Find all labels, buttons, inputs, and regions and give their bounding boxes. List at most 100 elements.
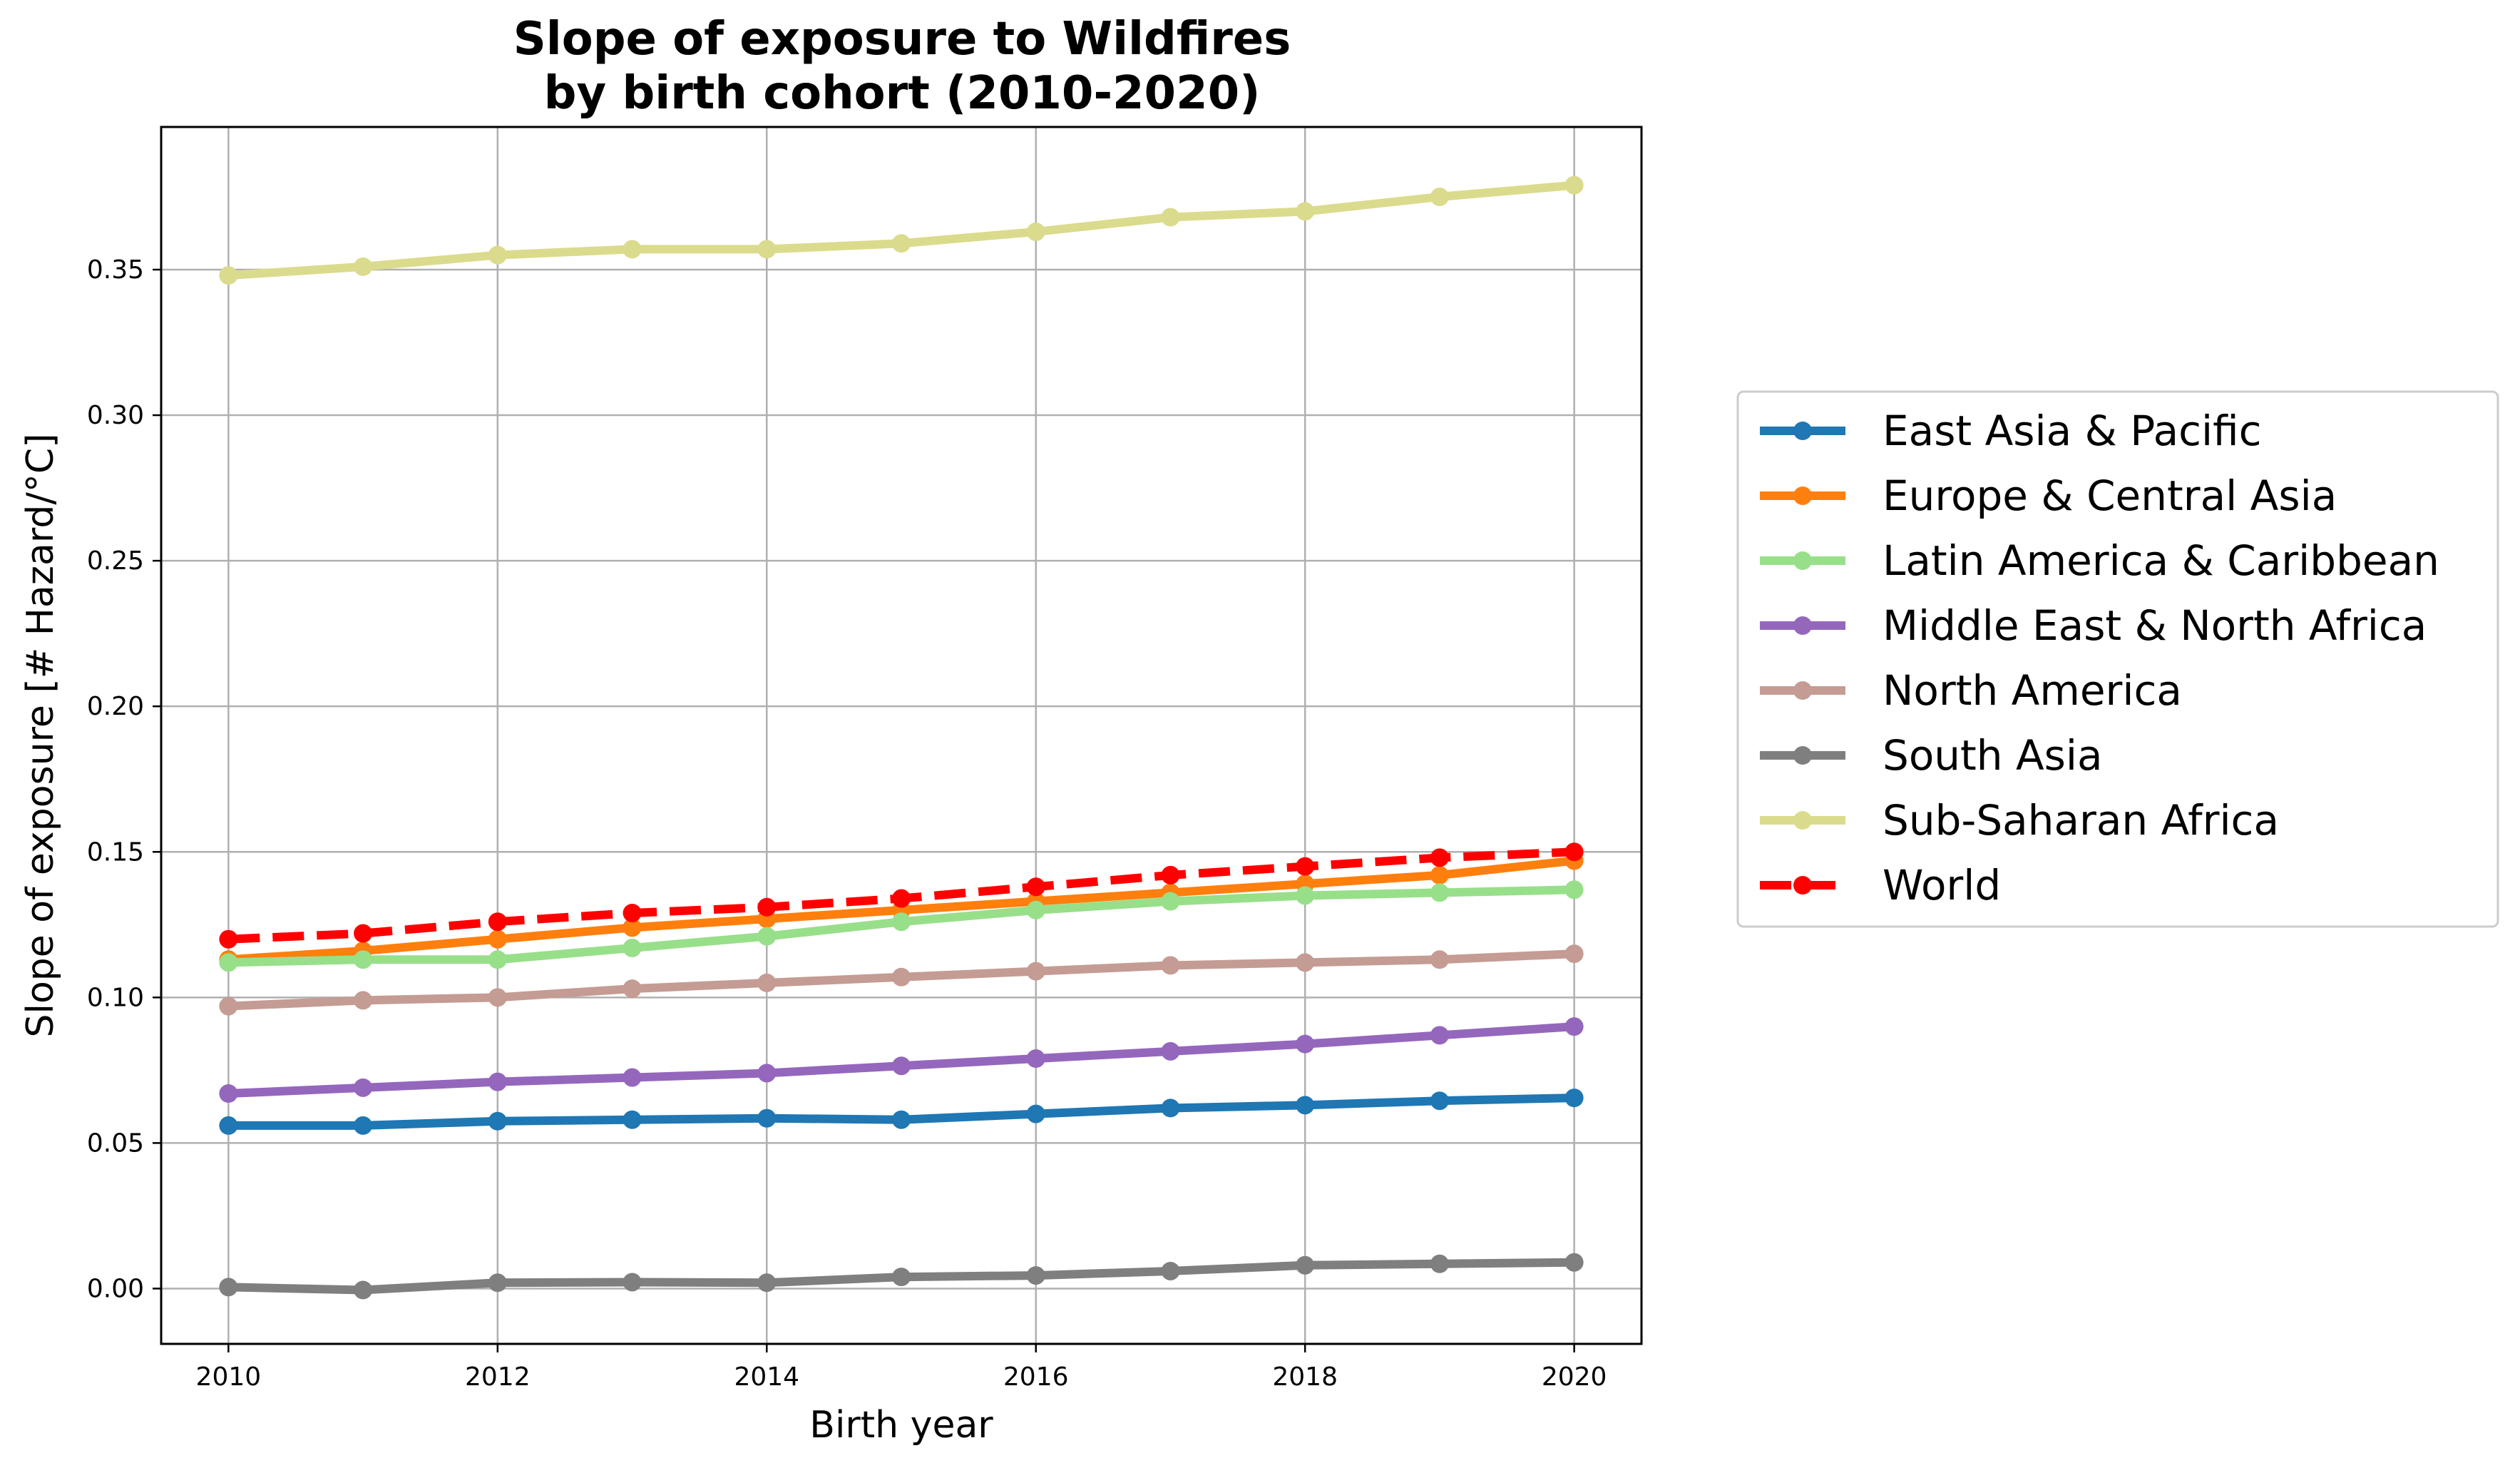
data-point	[1026, 1266, 1045, 1285]
data-point	[1430, 950, 1449, 969]
x-tick-label: 2016	[1003, 1362, 1069, 1392]
legend-entry-middle-east-and-north-africa: Middle East & North Africa	[1760, 601, 2427, 650]
data-point	[354, 257, 373, 276]
data-point	[219, 929, 238, 949]
series-world	[219, 842, 1584, 949]
data-point	[623, 918, 642, 937]
data-point	[354, 1116, 373, 1135]
y-tick-label: 0.10	[87, 983, 144, 1012]
y-tick-label: 0.30	[87, 401, 144, 430]
data-point	[757, 1108, 777, 1128]
data-point	[488, 1111, 507, 1131]
data-point	[1564, 880, 1584, 899]
data-point	[1564, 175, 1584, 195]
data-point	[1296, 857, 1315, 876]
data-point	[1430, 848, 1449, 867]
data-point	[892, 889, 911, 908]
data-point	[892, 967, 911, 987]
legend-entry-east-asia-and-pacific: East Asia & Pacific	[1760, 407, 2262, 455]
data-point	[1430, 1254, 1449, 1273]
x-axis-label: Birth year	[809, 1404, 993, 1447]
data-point	[623, 903, 642, 922]
data-point	[1430, 1026, 1449, 1045]
data-point	[623, 979, 642, 999]
data-point	[488, 988, 507, 1007]
data-point	[892, 1110, 911, 1129]
data-point	[623, 1068, 642, 1087]
data-point	[1430, 865, 1449, 885]
legend-label: East Asia & Pacific	[1883, 407, 2262, 455]
y-tick-label: 0.35	[87, 255, 144, 285]
data-point	[488, 1072, 507, 1091]
y-tick-label: 0.25	[87, 546, 144, 576]
legend-entry-world: World	[1760, 861, 2001, 909]
x-tick-label: 2010	[196, 1362, 262, 1392]
data-point	[354, 950, 373, 969]
series-east-asia-and-pacific	[219, 1089, 1584, 1135]
data-point	[1564, 1253, 1584, 1272]
data-point	[488, 929, 507, 949]
legend-label: Latin America & Caribbean	[1883, 536, 2439, 585]
legend-swatch-marker	[1793, 486, 1812, 505]
data-point	[219, 1116, 238, 1135]
legend-label: World	[1883, 861, 2001, 909]
data-point	[1026, 1104, 1045, 1123]
legend-label: Middle East & North Africa	[1883, 601, 2427, 650]
data-point	[1026, 900, 1045, 919]
data-point	[1161, 1261, 1180, 1280]
data-point	[354, 1078, 373, 1097]
data-point	[757, 973, 777, 992]
legend-label: Europe & Central Asia	[1883, 472, 2337, 520]
data-point	[1026, 1049, 1045, 1069]
data-point	[488, 245, 507, 265]
plot-area-frame	[160, 126, 1643, 1345]
series-group	[219, 175, 1584, 1300]
data-point	[623, 1110, 642, 1129]
legend-swatch-marker	[1793, 616, 1812, 635]
data-point	[623, 1273, 642, 1292]
x-tick-label: 2014	[734, 1362, 799, 1392]
data-point	[1296, 1255, 1315, 1275]
x-tick-label: 2018	[1272, 1362, 1338, 1392]
data-point	[219, 953, 238, 972]
data-point	[1296, 886, 1315, 905]
legend-swatch-marker	[1793, 876, 1812, 894]
data-point	[219, 1278, 238, 1297]
data-point	[1161, 1099, 1180, 1118]
data-point	[1296, 953, 1315, 972]
data-point	[623, 938, 642, 957]
data-point	[892, 1056, 911, 1076]
y-tick-label: 0.15	[87, 837, 144, 867]
series-north-america	[219, 944, 1584, 1016]
y-tick-label: 0.20	[87, 692, 144, 721]
data-point	[1430, 187, 1449, 206]
data-point	[219, 266, 238, 285]
data-point	[488, 950, 507, 969]
data-point	[1026, 962, 1045, 981]
legend-swatch-marker	[1793, 681, 1812, 700]
data-point	[354, 1280, 373, 1300]
y-tick-label: 0.00	[87, 1274, 144, 1303]
legend-swatch-marker	[1793, 422, 1812, 440]
data-point	[623, 240, 642, 259]
series-south-asia	[219, 1253, 1584, 1300]
legend-entry-europe-and-central-asia: Europe & Central Asia	[1760, 472, 2337, 520]
data-point	[219, 1084, 238, 1103]
data-point	[1564, 842, 1584, 862]
legend-entry-south-asia: South Asia	[1760, 731, 2103, 780]
data-point	[1026, 877, 1045, 897]
data-point	[1564, 944, 1584, 964]
data-point	[1161, 956, 1180, 975]
y-tick-label: 0.05	[87, 1128, 144, 1158]
data-point	[1161, 892, 1180, 911]
legend-swatch-marker	[1793, 746, 1812, 765]
x-tick-label: 2020	[1542, 1362, 1607, 1392]
chart-title-line-1: Slope of exposure to Wildfires	[513, 13, 1291, 66]
data-point	[757, 1064, 777, 1083]
axis-ticks: 2010 2012 2014 2016 2018 2020 0.00 0.05 0.10 0.15…	[87, 255, 1607, 1392]
legend-entry-north-america: North America	[1760, 666, 2182, 715]
data-point	[892, 912, 911, 932]
data-point	[1564, 1017, 1584, 1036]
data-point	[1430, 883, 1449, 902]
